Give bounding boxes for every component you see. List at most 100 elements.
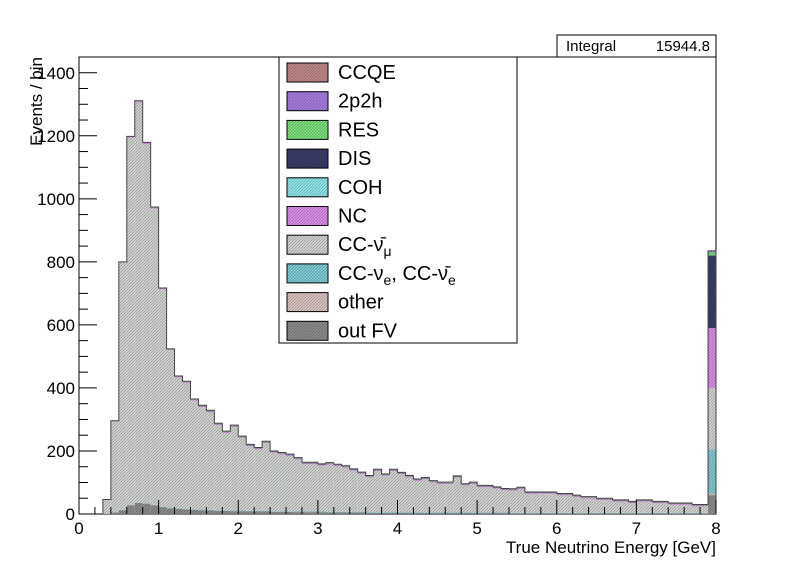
bar-hatch: [142, 143, 151, 504]
bar-hatch: [548, 513, 557, 514]
bar-hatch: [493, 488, 502, 513]
bar-hatch: [349, 470, 358, 512]
bar-hatch: [389, 512, 398, 513]
bar-hatch: [532, 492, 541, 494]
bar-hatch: [540, 512, 549, 514]
bar-hatch: [397, 512, 406, 513]
bar-hatch: [469, 483, 478, 485]
bar-hatch: [676, 504, 685, 513]
bar-hatch: [373, 470, 382, 472]
bar-hatch: [341, 512, 350, 514]
bar-hatch: [333, 465, 342, 467]
bar-hatch: [556, 495, 565, 513]
bar-hatch: [501, 513, 509, 514]
bar-hatch: [214, 425, 223, 511]
bar-hatch: [461, 512, 470, 514]
bar-hatch: [254, 449, 263, 511]
bar-hatch: [246, 445, 255, 447]
bar-hatch: [110, 512, 119, 514]
bar-hatch: [214, 510, 223, 514]
legend-swatch-hatch: [287, 177, 328, 197]
bar-hatch: [477, 487, 486, 513]
bar-hatch: [349, 511, 358, 513]
bar-hatch: [166, 350, 175, 508]
bar-hatch: [485, 512, 494, 514]
bar-hatch: [158, 288, 167, 290]
bar-hatch: [357, 512, 366, 514]
bar-hatch: [700, 505, 709, 507]
bar-hatch: [389, 470, 398, 472]
y-tick-label: 800: [47, 253, 75, 272]
bar-hatch: [198, 407, 207, 510]
bar-hatch: [254, 511, 263, 514]
bar-hatch: [445, 512, 454, 514]
bar-hatch: [293, 512, 302, 514]
bar-hatch: [429, 482, 438, 513]
bar-hatch: [437, 512, 446, 514]
bar-hatch: [708, 493, 716, 496]
bar-hatch: [413, 513, 422, 514]
bar-hatch: [501, 490, 509, 513]
bar-hatch: [612, 512, 621, 514]
bar-hatch: [708, 250, 716, 253]
bar-hatch: [708, 387, 716, 450]
bar-hatch: [397, 474, 406, 513]
bar-hatch: [620, 500, 629, 502]
bar-hatch: [286, 455, 294, 457]
bar-hatch: [126, 505, 135, 514]
bar-hatch: [429, 513, 438, 514]
bar-hatch: [684, 503, 693, 505]
bar-hatch: [588, 513, 597, 514]
bar-hatch: [548, 493, 557, 513]
bar-hatch: [708, 449, 716, 494]
x-axis: 0 1 2 3 4 5 6 7 8: [74, 500, 721, 538]
bar-hatch: [596, 512, 605, 514]
bar-hatch: [286, 456, 294, 512]
bar-hatch: [230, 510, 239, 512]
bar-hatch: [150, 207, 159, 209]
bar-hatch: [349, 469, 358, 471]
bar-hatch: [134, 102, 143, 503]
bar-hatch: [469, 512, 478, 514]
legend-swatch-hatch: [287, 206, 328, 226]
bar-hatch: [301, 464, 310, 512]
bar-hatch: [604, 513, 613, 514]
bar-hatch: [397, 512, 406, 514]
bar-hatch: [381, 512, 390, 514]
bar-hatch: [357, 511, 366, 513]
series-8: [708, 250, 716, 253]
legend-swatch-hatch: [287, 63, 328, 82]
series-2: [118, 449, 716, 514]
bar-hatch: [508, 489, 517, 491]
bar-hatch: [477, 486, 486, 488]
bar-hatch: [692, 505, 701, 507]
x-tick-label: 1: [154, 519, 163, 538]
bar-hatch: [540, 513, 549, 514]
bar-hatch: [453, 477, 462, 513]
x-tick-label: 2: [234, 519, 243, 538]
bar-hatch: [389, 512, 398, 514]
bar-hatch: [636, 513, 645, 514]
bar-hatch: [262, 510, 271, 512]
bar-hatch: [564, 494, 573, 496]
bar-hatch: [660, 512, 669, 514]
bar-hatch: [676, 513, 685, 514]
legend-entry: COH: [286, 177, 382, 199]
bar-hatch: [580, 498, 589, 513]
bar-hatch: [166, 507, 175, 509]
bar-hatch: [516, 513, 525, 514]
legend: CCQE 2p2h RES DIS COH NC CC-ν̄μ CC-νe, CC-ν̄e ot…: [278, 56, 518, 344]
bar-hatch: [644, 512, 653, 514]
bar-hatch: [684, 513, 693, 514]
bar-hatch: [572, 512, 581, 514]
bar-hatch: [301, 463, 310, 465]
bar-hatch: [262, 511, 271, 514]
bar-hatch: [628, 512, 637, 514]
bar-hatch: [508, 490, 517, 513]
bar-hatch: [556, 513, 565, 514]
bar-hatch: [493, 513, 502, 514]
bar-hatch: [278, 511, 287, 512]
bar-hatch: [134, 101, 143, 103]
bar-hatch: [293, 458, 302, 460]
